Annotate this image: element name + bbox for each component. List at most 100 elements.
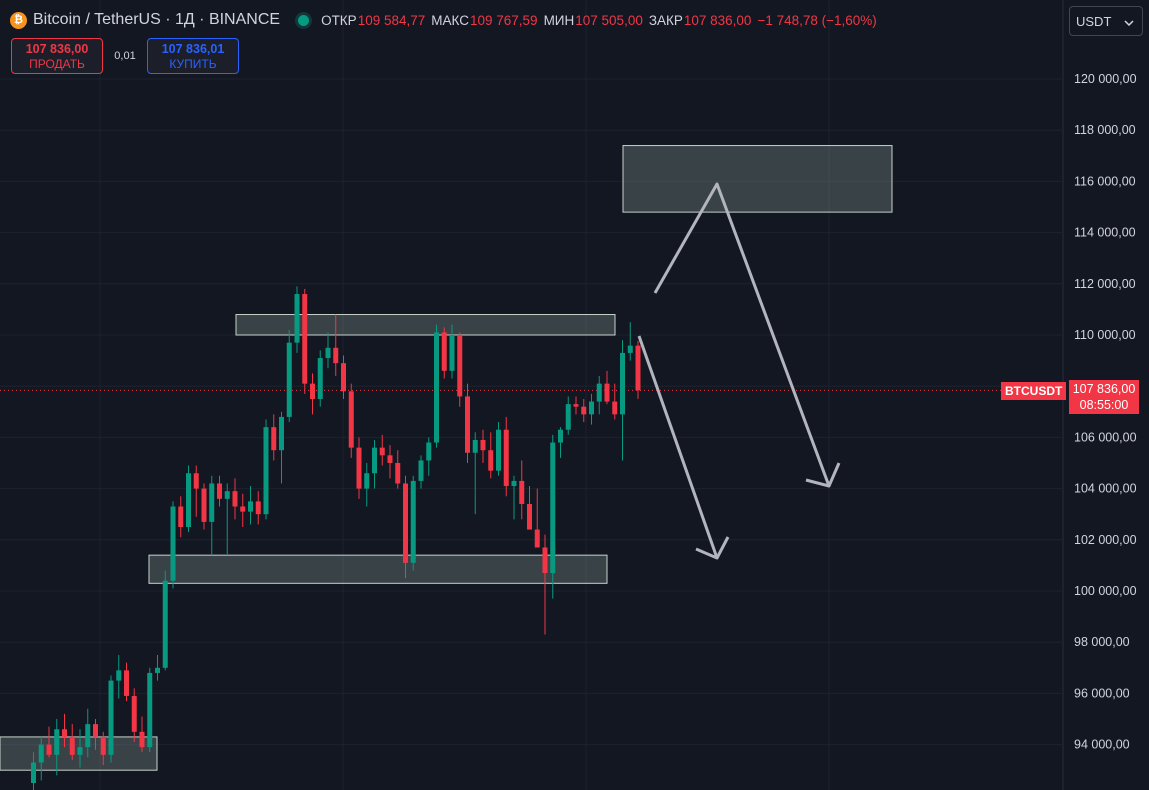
candle[interactable] — [449, 324, 455, 379]
candle-body — [356, 447, 362, 489]
candle[interactable] — [333, 314, 339, 376]
candle[interactable] — [77, 729, 83, 768]
candle[interactable] — [441, 327, 447, 379]
candle[interactable] — [279, 411, 284, 484]
candle[interactable] — [108, 675, 114, 763]
candle[interactable] — [511, 475, 517, 520]
arrow-down-left-line[interactable] — [637, 335, 719, 559]
target-zone[interactable] — [622, 145, 893, 213]
candle-body — [426, 442, 432, 461]
candle[interactable] — [69, 724, 75, 760]
candle[interactable] — [627, 322, 633, 361]
candle[interactable] — [550, 434, 556, 599]
candle[interactable] — [162, 570, 168, 671]
candle[interactable] — [527, 486, 532, 530]
candle[interactable] — [565, 396, 571, 435]
candle[interactable] — [193, 465, 199, 517]
buy-button[interactable]: 107 836,01 КУПИТЬ — [147, 38, 239, 74]
candle[interactable] — [209, 475, 215, 556]
candle[interactable] — [232, 478, 238, 520]
candle[interactable] — [426, 437, 432, 476]
candle[interactable] — [387, 445, 393, 479]
resistance-zone[interactable] — [235, 314, 616, 336]
candle[interactable] — [604, 370, 610, 405]
candle[interactable] — [325, 332, 331, 369]
candle[interactable] — [488, 432, 494, 479]
candle[interactable] — [116, 655, 122, 699]
candle[interactable] — [558, 427, 563, 458]
candle[interactable] — [147, 667, 153, 753]
candle[interactable] — [186, 465, 191, 533]
candle-body — [527, 503, 532, 530]
candle[interactable] — [364, 463, 370, 507]
sell-button[interactable]: 107 836,00 ПРОДАТЬ — [11, 38, 103, 74]
candle[interactable] — [465, 383, 470, 463]
candle[interactable] — [201, 483, 207, 530]
candle[interactable] — [139, 716, 145, 753]
candle[interactable] — [248, 486, 253, 525]
candle[interactable] — [348, 383, 354, 458]
candle-body — [155, 667, 160, 673]
candle[interactable] — [124, 662, 129, 702]
candle[interactable] — [31, 752, 36, 790]
candle[interactable] — [100, 731, 106, 766]
candle[interactable] — [472, 432, 478, 515]
candle[interactable] — [62, 713, 67, 748]
candle[interactable] — [496, 422, 501, 476]
candle[interactable] — [581, 399, 587, 423]
candle[interactable] — [620, 340, 625, 461]
candle[interactable] — [85, 708, 91, 758]
arrow-up-down-path[interactable] — [653, 182, 831, 487]
candle[interactable] — [341, 355, 346, 399]
candle-body — [108, 680, 114, 755]
candle[interactable] — [434, 324, 439, 448]
candle[interactable] — [170, 501, 176, 589]
candle[interactable] — [503, 416, 509, 497]
candle[interactable] — [38, 736, 44, 781]
candle[interactable] — [410, 475, 416, 571]
candle[interactable] — [286, 329, 292, 423]
candle[interactable] — [224, 483, 230, 556]
candle[interactable] — [240, 493, 246, 527]
candle-body — [364, 473, 370, 489]
support-zone[interactable] — [148, 554, 608, 584]
symbol-title[interactable]: Bitcoin / TetherUS · 1Д · BINANCE — [33, 11, 281, 28]
candle[interactable] — [54, 719, 60, 776]
candle[interactable] — [519, 460, 525, 520]
candle-body — [542, 547, 548, 574]
candle[interactable] — [534, 488, 540, 548]
candle[interactable] — [403, 475, 408, 579]
candle[interactable] — [372, 439, 377, 489]
candle[interactable] — [542, 534, 548, 635]
candle[interactable] — [418, 455, 424, 489]
candle[interactable] — [155, 655, 160, 681]
candle[interactable] — [596, 375, 602, 415]
candle-body — [410, 480, 416, 563]
candle[interactable] — [271, 414, 277, 461]
candle[interactable] — [310, 373, 315, 415]
candle[interactable] — [131, 688, 137, 743]
candle[interactable] — [93, 719, 98, 750]
candle[interactable] — [635, 340, 641, 399]
candle[interactable] — [217, 475, 222, 507]
candle[interactable] — [395, 450, 401, 489]
candle[interactable] — [457, 332, 463, 407]
candle[interactable] — [379, 434, 385, 466]
candle[interactable] — [356, 437, 362, 499]
currency-select[interactable]: USDT — [1069, 6, 1143, 36]
candle[interactable] — [255, 491, 261, 525]
candle[interactable] — [317, 350, 323, 407]
candle[interactable] — [589, 393, 594, 425]
projection-arrows[interactable] — [637, 182, 841, 560]
candle[interactable] — [612, 383, 618, 420]
candle[interactable] — [302, 288, 308, 394]
candle[interactable] — [573, 396, 579, 415]
candle[interactable] — [263, 419, 269, 520]
candle[interactable] — [294, 286, 300, 353]
candle[interactable] — [46, 726, 52, 758]
candle-body — [209, 483, 215, 522]
candle[interactable] — [178, 496, 184, 538]
candle-body — [457, 335, 463, 397]
candle[interactable] — [480, 429, 486, 463]
